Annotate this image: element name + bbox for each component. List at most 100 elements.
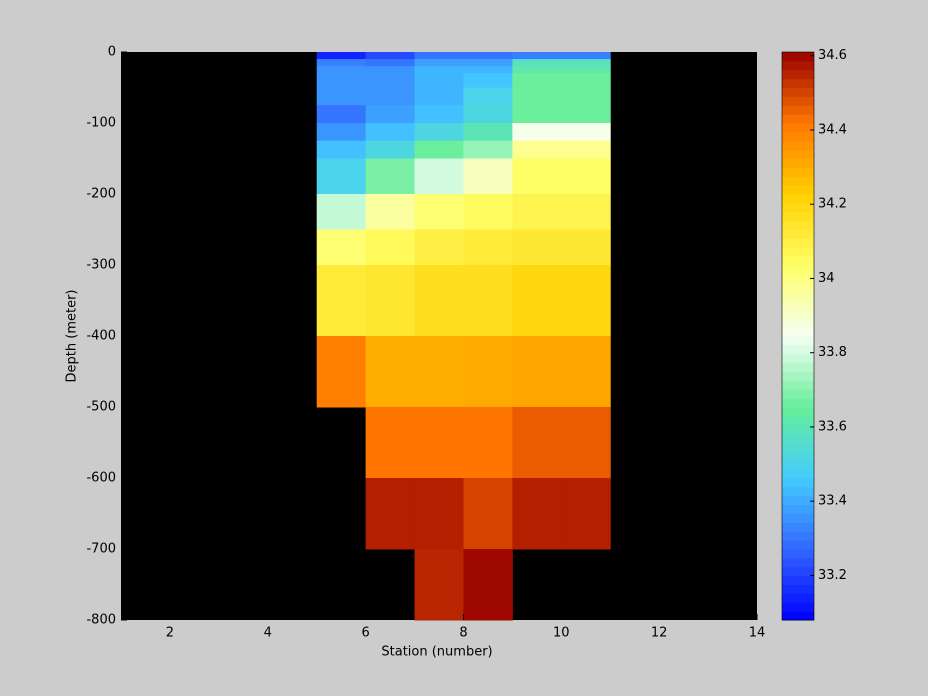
x-tick-label: 4 bbox=[264, 626, 272, 641]
heatmap-cell bbox=[561, 194, 611, 230]
colorbar-swatch bbox=[782, 229, 814, 239]
colorbar-swatch bbox=[782, 469, 814, 479]
heatmap-cell bbox=[414, 194, 464, 230]
y-tick-label: -300 bbox=[86, 258, 116, 273]
colorbar-swatch bbox=[782, 318, 814, 328]
heatmap-cell bbox=[414, 73, 464, 88]
heatmap-cell bbox=[365, 478, 416, 550]
colorbar-swatch bbox=[782, 407, 814, 417]
colorbar-swatch bbox=[782, 344, 814, 355]
heatmap-cell bbox=[561, 123, 611, 142]
y-tick-label: -500 bbox=[86, 400, 116, 415]
heatmap-cell bbox=[463, 407, 513, 479]
y-tick-label: 0 bbox=[108, 45, 116, 60]
colorbar-swatch bbox=[782, 495, 814, 506]
heatmap-cell bbox=[316, 52, 367, 60]
heatmap-cell bbox=[561, 87, 611, 106]
colorbar-tick-label: 33.4 bbox=[818, 494, 847, 509]
heatmap-cell bbox=[463, 229, 513, 266]
heatmap-cell bbox=[365, 105, 416, 124]
heatmap-cell bbox=[316, 73, 367, 88]
colorbar-swatch bbox=[782, 478, 814, 488]
colorbar-swatch bbox=[782, 265, 814, 275]
heatmap-cell bbox=[512, 229, 562, 266]
heatmap-cell bbox=[316, 66, 367, 74]
heatmap-cell bbox=[463, 66, 513, 74]
heatmap-cell bbox=[365, 194, 416, 230]
heatmap-cell bbox=[512, 87, 562, 106]
colorbar-swatch bbox=[782, 353, 814, 364]
heatmap-cell bbox=[463, 158, 513, 195]
x-tick-label: 10 bbox=[553, 626, 570, 641]
colorbar-swatch bbox=[782, 78, 814, 88]
colorbar-swatch bbox=[782, 433, 814, 443]
heatmap-cell bbox=[365, 158, 416, 195]
colorbar-swatch bbox=[782, 566, 814, 577]
heatmap-cell bbox=[414, 265, 464, 337]
colorbar-swatch bbox=[782, 105, 814, 115]
colorbar-tick-label: 33.8 bbox=[818, 345, 847, 360]
heatmap-cell bbox=[414, 407, 464, 479]
colorbar-swatch bbox=[782, 424, 814, 435]
heatmap-cell bbox=[316, 265, 367, 337]
colorbar-swatch bbox=[782, 593, 814, 603]
colorbar-swatch bbox=[782, 158, 814, 168]
heatmap-cell bbox=[561, 229, 611, 266]
colorbar-swatch bbox=[782, 149, 814, 159]
heatmap-cell bbox=[365, 73, 416, 88]
x-tick-label: 14 bbox=[749, 626, 766, 641]
colorbar-swatch bbox=[782, 486, 814, 497]
heatmap-cell bbox=[512, 52, 562, 60]
colorbar-swatch bbox=[782, 557, 814, 568]
colorbar-swatch bbox=[782, 309, 814, 319]
x-tick-label: 12 bbox=[651, 626, 668, 641]
colorbar-swatch bbox=[782, 96, 814, 106]
colorbar-swatch bbox=[782, 52, 814, 62]
heatmap-cell bbox=[561, 336, 611, 408]
colorbar-swatch bbox=[782, 389, 814, 399]
heatmap-cell bbox=[414, 105, 464, 124]
colorbar-swatch bbox=[782, 273, 814, 284]
colorbar-swatch bbox=[782, 176, 814, 186]
colorbar-swatch bbox=[782, 123, 814, 133]
heatmap-cell bbox=[414, 52, 464, 60]
colorbar-swatch bbox=[782, 549, 814, 559]
heatmap-cell bbox=[561, 59, 611, 67]
colorbar-swatch bbox=[782, 87, 814, 97]
colorbar-swatch bbox=[782, 211, 814, 222]
colorbar-swatch bbox=[782, 247, 814, 257]
colorbar-swatch bbox=[782, 602, 814, 612]
heatmap-cell bbox=[512, 123, 562, 142]
heatmap-cell bbox=[512, 336, 562, 408]
heatmap-cell bbox=[365, 87, 416, 106]
heatmap-cell bbox=[463, 265, 513, 337]
heatmap-cell bbox=[365, 229, 416, 266]
heatmap-cell bbox=[316, 194, 367, 230]
colorbar-swatch bbox=[782, 327, 814, 337]
heatmap-cell bbox=[512, 158, 562, 195]
colorbar-swatch bbox=[782, 362, 814, 372]
colorbar-swatch bbox=[782, 194, 814, 204]
heatmap-cell bbox=[316, 336, 367, 408]
heatmap-cell bbox=[365, 265, 416, 337]
colorbar-swatch bbox=[782, 380, 814, 390]
colorbar-swatch bbox=[782, 531, 814, 541]
heatmap-cell bbox=[316, 87, 367, 106]
colorbar-swatch bbox=[782, 522, 814, 532]
heatmap-cell bbox=[463, 478, 513, 550]
colorbar-swatch bbox=[782, 69, 814, 80]
heatmap-cell bbox=[561, 73, 611, 88]
heatmap-cell bbox=[365, 59, 416, 67]
heatmap-cell bbox=[365, 407, 416, 479]
colorbar-swatch bbox=[782, 371, 814, 381]
colorbar-swatch bbox=[782, 256, 814, 266]
heatmap-cell bbox=[414, 336, 464, 408]
heatmap-cell bbox=[463, 52, 513, 60]
heatmap-cell bbox=[316, 229, 367, 266]
heatmap-cell bbox=[414, 87, 464, 106]
colorbar-swatch bbox=[782, 202, 814, 213]
heatmap-cell bbox=[414, 549, 464, 621]
colorbar-swatch bbox=[782, 167, 814, 177]
colorbar-swatch bbox=[782, 291, 814, 301]
y-tick-label: -800 bbox=[86, 613, 116, 628]
